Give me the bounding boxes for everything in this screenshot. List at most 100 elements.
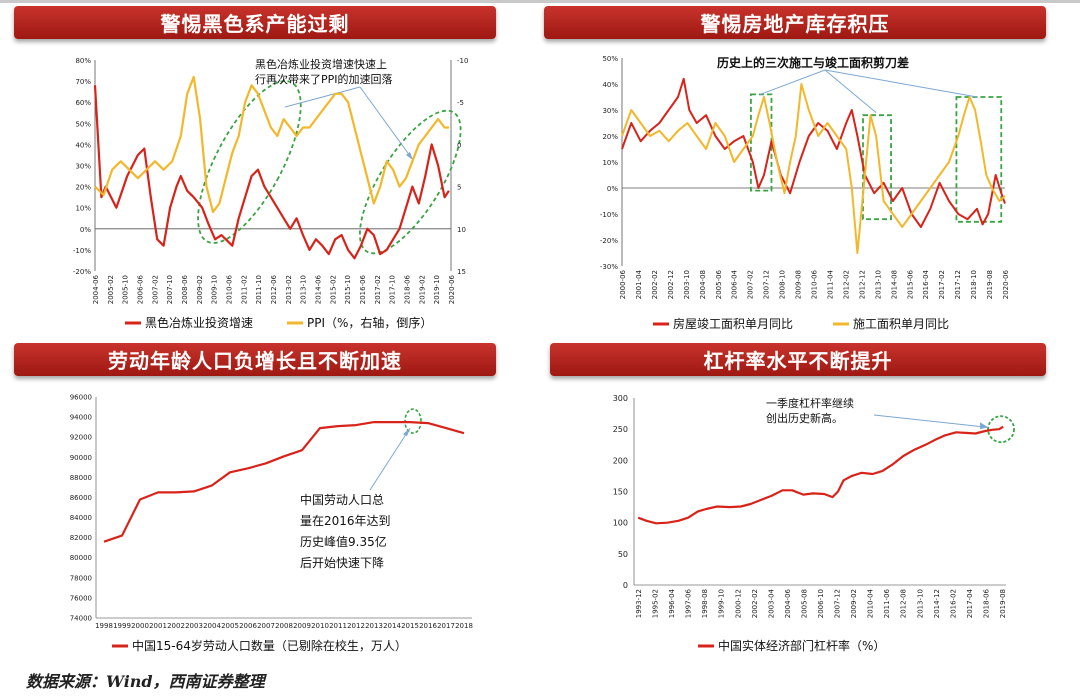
annotation-text: 创出历史新高。 bbox=[766, 411, 843, 425]
y-tick-label: 10% bbox=[602, 159, 618, 167]
series-line-construction-area bbox=[621, 83, 1006, 254]
x-tick-label: 2008-06 bbox=[181, 274, 189, 304]
x-tick-label: 2016-04 bbox=[922, 269, 930, 299]
x-tick-label: 2007-02 bbox=[747, 270, 755, 299]
x-tick-label: 2012 bbox=[347, 622, 365, 630]
x-tick-label: 2003-04 bbox=[767, 588, 775, 618]
y-tick-label-left: 60% bbox=[75, 99, 91, 107]
x-tick-label: 2006-10 bbox=[817, 589, 825, 618]
x-tick-label: 2004-06 bbox=[784, 588, 792, 618]
x-tick-label: 2009 bbox=[293, 622, 311, 630]
annotation-arrow bbox=[359, 86, 414, 161]
legend-label: PPI（%，右轴，倒序） bbox=[307, 315, 432, 330]
x-tick-label: 2000-12 bbox=[734, 589, 742, 618]
arrow-head bbox=[403, 428, 410, 437]
y-tick-label: 76000 bbox=[70, 594, 92, 602]
x-tick-label: 1999 bbox=[113, 622, 131, 630]
x-tick-label: 2019-08 bbox=[986, 270, 994, 299]
y-tick-label: 200 bbox=[613, 456, 628, 465]
x-tick-label: 2016-02 bbox=[949, 589, 957, 618]
chart-property-area: -30% -20% -10% 0% 10% 20% 30% 40% 50% 2000-06 2001… bbox=[600, 55, 1010, 331]
arrow-head bbox=[980, 422, 989, 430]
x-tick-label: 2001-04 bbox=[635, 269, 643, 299]
y-tick-label: 74000 bbox=[70, 615, 92, 623]
x-tick-label: 2015-02 bbox=[329, 275, 337, 304]
x-tick-label: 2006-04 bbox=[731, 269, 739, 299]
y-tick-label-right: 15 bbox=[457, 268, 466, 276]
y-tick-label-right: -5 bbox=[457, 99, 464, 107]
x-tick-label: 2004 bbox=[203, 622, 221, 630]
x-tick-label: 2009-08 bbox=[795, 270, 803, 299]
x-tick-label: 2001 bbox=[149, 622, 167, 630]
x-tick-label: 2002-02 bbox=[751, 589, 759, 618]
y-tick-label-left: 70% bbox=[75, 78, 91, 86]
x-tick-label: 2008-10 bbox=[779, 270, 787, 299]
x-tick-label: 2009-02 bbox=[196, 275, 204, 304]
y-tick-label: 90000 bbox=[70, 454, 92, 462]
x-tick-label: 2018-06 bbox=[982, 588, 990, 618]
y-tick-label: -30% bbox=[600, 263, 618, 271]
y-tick-label: 300 bbox=[613, 394, 628, 403]
x-tick-label: 2010-06 bbox=[811, 269, 819, 299]
x-tick-label: 2003-10 bbox=[683, 270, 691, 299]
x-tick-label: 2010-04 bbox=[867, 588, 875, 618]
x-tick-label: 2007-12 bbox=[763, 270, 771, 299]
x-tick-label: 2007-12 bbox=[834, 589, 842, 618]
annotation-arrow bbox=[760, 69, 826, 95]
annotation-text: 量在2016年达到 bbox=[300, 514, 391, 528]
data-source-note: 数据来源：Wind，西南证券整理 bbox=[26, 672, 265, 691]
series-line-leverage bbox=[637, 425, 1004, 525]
x-tick-label: 2007-02 bbox=[151, 275, 159, 304]
series-line-steel-investment bbox=[93, 85, 450, 260]
panel-title: 警惕房地产库存积压 bbox=[700, 12, 890, 36]
annotation-arrow bbox=[873, 414, 988, 428]
y-tick-label: 92000 bbox=[70, 434, 92, 442]
banner-property: 警惕房地产库存积压 bbox=[544, 6, 1046, 39]
x-tick-label: 2011-10 bbox=[255, 275, 263, 304]
y-tick-label-left: 50% bbox=[75, 120, 91, 128]
top-rule bbox=[0, 0, 1080, 3]
x-tick-label: 2000-06 bbox=[619, 269, 627, 299]
x-tick-label: 2002 bbox=[167, 622, 185, 630]
x-tick-label: 2018-10 bbox=[970, 270, 978, 299]
highlight-box bbox=[862, 114, 892, 221]
y-tick-label-left: 0% bbox=[80, 226, 91, 234]
x-tick-label: 2004-08 bbox=[699, 270, 707, 299]
x-tick-label: 2005-08 bbox=[800, 589, 808, 618]
x-tick-label: 2013-02 bbox=[285, 275, 293, 304]
annotation-arrow bbox=[369, 427, 411, 491]
x-tick-label: 2002-12 bbox=[667, 270, 675, 299]
x-tick-label: 2006-06 bbox=[137, 274, 145, 304]
y-tick-label: 0% bbox=[607, 185, 618, 193]
legend-label: 房屋竣工面积单月同比 bbox=[673, 316, 793, 331]
arrow-head bbox=[406, 152, 413, 160]
y-tick-label-left: 40% bbox=[75, 141, 91, 149]
x-tick-label: 2002-02 bbox=[651, 270, 659, 299]
highlight-circle bbox=[987, 415, 1015, 444]
y-tick-label: -20% bbox=[600, 237, 618, 245]
x-tick-label: 2017-12 bbox=[954, 270, 962, 299]
x-tick-label: 2015-06 bbox=[906, 269, 914, 299]
x-tick-label: 2005 bbox=[221, 622, 239, 630]
x-tick-label: 2019-08 bbox=[999, 589, 1007, 618]
x-tick-label: 2017-10 bbox=[389, 275, 397, 304]
x-tick-label: 2017-02 bbox=[938, 270, 946, 299]
banner-labor: 劳动年龄人口负增长且不断加速 bbox=[14, 343, 496, 376]
y-tick-label: 96000 bbox=[70, 394, 92, 402]
annotation-arrow bbox=[824, 69, 877, 113]
x-tick-label: 2011-04 bbox=[826, 269, 834, 299]
x-tick-label: 1999-10 bbox=[718, 589, 726, 618]
y-tick-label: 20% bbox=[602, 133, 618, 141]
y-tick-label: 80000 bbox=[70, 554, 92, 562]
y-tick-label-left: 10% bbox=[75, 205, 91, 213]
x-tick-label: 2018 bbox=[455, 622, 473, 630]
y-tick-label: 50% bbox=[602, 55, 618, 63]
y-tick-label: 30% bbox=[602, 107, 618, 115]
x-tick-label: 2019-10 bbox=[433, 275, 441, 304]
annotation-text: 中国劳动人口总 bbox=[300, 492, 384, 507]
x-tick-label: 2012-12 bbox=[858, 270, 866, 299]
y-tick-label-left: 80% bbox=[75, 57, 91, 65]
annotation-text: 历史上的三次施工与竣工面积剪刀差 bbox=[717, 55, 909, 70]
chart-steel-investment-ppi: -20% -10% 0% 10% 20% 30% 40% 50% 60% 70% 80% -10 -5 0… bbox=[73, 57, 469, 330]
y-tick-label: 50 bbox=[618, 550, 628, 559]
